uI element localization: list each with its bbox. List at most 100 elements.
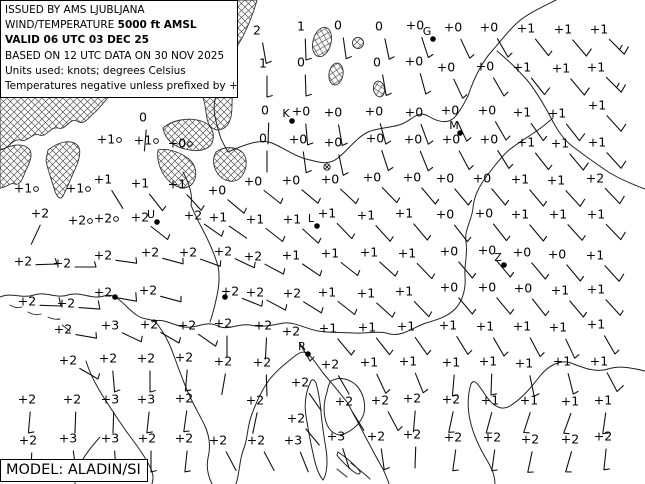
station: +1 bbox=[357, 208, 394, 242]
station: +1 bbox=[398, 246, 436, 280]
temperature-label: +2 bbox=[214, 244, 232, 259]
temperature-label: +2 bbox=[141, 245, 159, 260]
wind-barb-icon bbox=[160, 331, 181, 344]
station: +0 bbox=[244, 174, 284, 205]
wind-barb-icon bbox=[303, 301, 324, 314]
temperature-label: +3 bbox=[101, 431, 119, 446]
wind-barb-icon bbox=[379, 123, 392, 145]
station: +2 bbox=[283, 286, 324, 314]
temperature-label: +1 bbox=[552, 61, 570, 76]
station: +1 bbox=[511, 172, 548, 207]
wind-barb-icon bbox=[380, 448, 390, 471]
wind-barb-icon bbox=[162, 257, 184, 265]
temperature-label: +2 bbox=[247, 433, 265, 448]
station: +0 bbox=[208, 183, 247, 214]
station: 0 bbox=[373, 55, 392, 97]
station: +0 bbox=[321, 172, 360, 205]
city-marker: U bbox=[147, 208, 160, 225]
temperature-label: +1 bbox=[586, 248, 604, 263]
city-marker: R bbox=[298, 340, 311, 357]
station: +1 bbox=[551, 283, 588, 318]
station: +1 bbox=[511, 207, 548, 242]
temperature-label: +0 bbox=[405, 105, 423, 120]
station: +2 bbox=[139, 283, 182, 303]
wind-barb-icon bbox=[496, 38, 513, 58]
temperature-label: +0 bbox=[437, 60, 455, 75]
wind-barb-icon bbox=[375, 337, 394, 356]
temperature-label: +1 bbox=[395, 284, 413, 299]
temperature-label: +2 bbox=[586, 171, 604, 186]
temperature-label: +0 bbox=[282, 173, 300, 188]
temperature-label: +1 bbox=[442, 355, 460, 370]
temperature-label: +0 bbox=[436, 207, 454, 222]
temperature-label: +2 bbox=[287, 411, 305, 426]
station: +1 bbox=[588, 98, 627, 132]
wind-barb-icon bbox=[569, 153, 589, 171]
temperature-label: +1 bbox=[134, 133, 152, 148]
station: +2 bbox=[178, 318, 219, 347]
temperature-label: +0 bbox=[478, 103, 496, 118]
station: +1 bbox=[513, 319, 545, 358]
station: +1 bbox=[587, 317, 620, 355]
city-letter: U bbox=[147, 208, 155, 221]
temperature-label: +2 bbox=[94, 285, 112, 300]
station: +2 bbox=[209, 433, 237, 472]
wind-barb-icon bbox=[414, 446, 417, 469]
temperature-label: +2 bbox=[137, 351, 155, 366]
wind-barb-icon bbox=[381, 186, 401, 204]
wind-barb-icon bbox=[606, 115, 627, 132]
temperature-label: +1 bbox=[282, 248, 300, 263]
wind-barb-icon bbox=[148, 193, 167, 212]
station: +2 bbox=[94, 211, 119, 226]
temperature-label: +1 bbox=[553, 354, 571, 369]
station: +1 bbox=[97, 132, 122, 147]
wind-barb-icon bbox=[337, 338, 356, 356]
wind-barb-icon bbox=[490, 373, 497, 396]
station: +2 bbox=[244, 249, 286, 275]
city-letter: G bbox=[423, 25, 432, 38]
station: +2 bbox=[254, 318, 272, 360]
temperature-label: +0 bbox=[473, 171, 491, 186]
station: +2 bbox=[94, 285, 138, 302]
wind-barb-icon bbox=[414, 336, 432, 356]
temperature-label: +1 bbox=[318, 206, 336, 221]
station: +1 bbox=[547, 173, 586, 207]
station: +2 bbox=[291, 375, 322, 412]
station: +2 bbox=[521, 432, 539, 473]
wind-barb-icon bbox=[265, 374, 268, 397]
temperature-label: +2 bbox=[14, 254, 32, 269]
temperature-label: +0 bbox=[168, 136, 186, 151]
temperature-label: +0 bbox=[289, 132, 307, 147]
wind-barb-icon bbox=[203, 223, 225, 237]
temperature-label: +2 bbox=[184, 208, 202, 223]
temperature-label: +0 bbox=[403, 170, 421, 185]
station: +2 bbox=[141, 245, 184, 265]
temperature-label: +3 bbox=[284, 433, 302, 448]
temperature-label: +1 bbox=[551, 283, 569, 298]
station: +2 bbox=[175, 350, 193, 392]
station: +1 bbox=[319, 321, 356, 356]
wind-barb-icon bbox=[199, 258, 222, 267]
temperature-label: +0 bbox=[475, 206, 493, 221]
temperature-label: +0 bbox=[514, 281, 532, 296]
wind-barb-icon bbox=[563, 412, 572, 435]
station: +1 bbox=[517, 135, 553, 171]
wind-barb-icon bbox=[496, 297, 515, 315]
station: +1 bbox=[282, 248, 323, 277]
city-letter: M bbox=[449, 119, 459, 132]
calm-wind-icon bbox=[87, 218, 93, 224]
spot-symbol bbox=[323, 163, 331, 171]
station: +2 bbox=[57, 296, 101, 311]
wind-barb-icon bbox=[567, 373, 579, 395]
wind-barb-icon bbox=[452, 449, 459, 472]
wind-barb-icon bbox=[267, 122, 270, 145]
station: +0 bbox=[444, 20, 475, 59]
station: +2 bbox=[282, 324, 315, 362]
temperature-label: +1 bbox=[321, 246, 339, 261]
wind-barb-icon bbox=[419, 73, 432, 95]
temperature-label: +0 bbox=[444, 20, 462, 35]
station: +1 bbox=[246, 212, 286, 243]
wind-barb-icon bbox=[337, 375, 350, 395]
temperature-label: +1 bbox=[246, 212, 264, 227]
station: +0 bbox=[514, 281, 550, 317]
